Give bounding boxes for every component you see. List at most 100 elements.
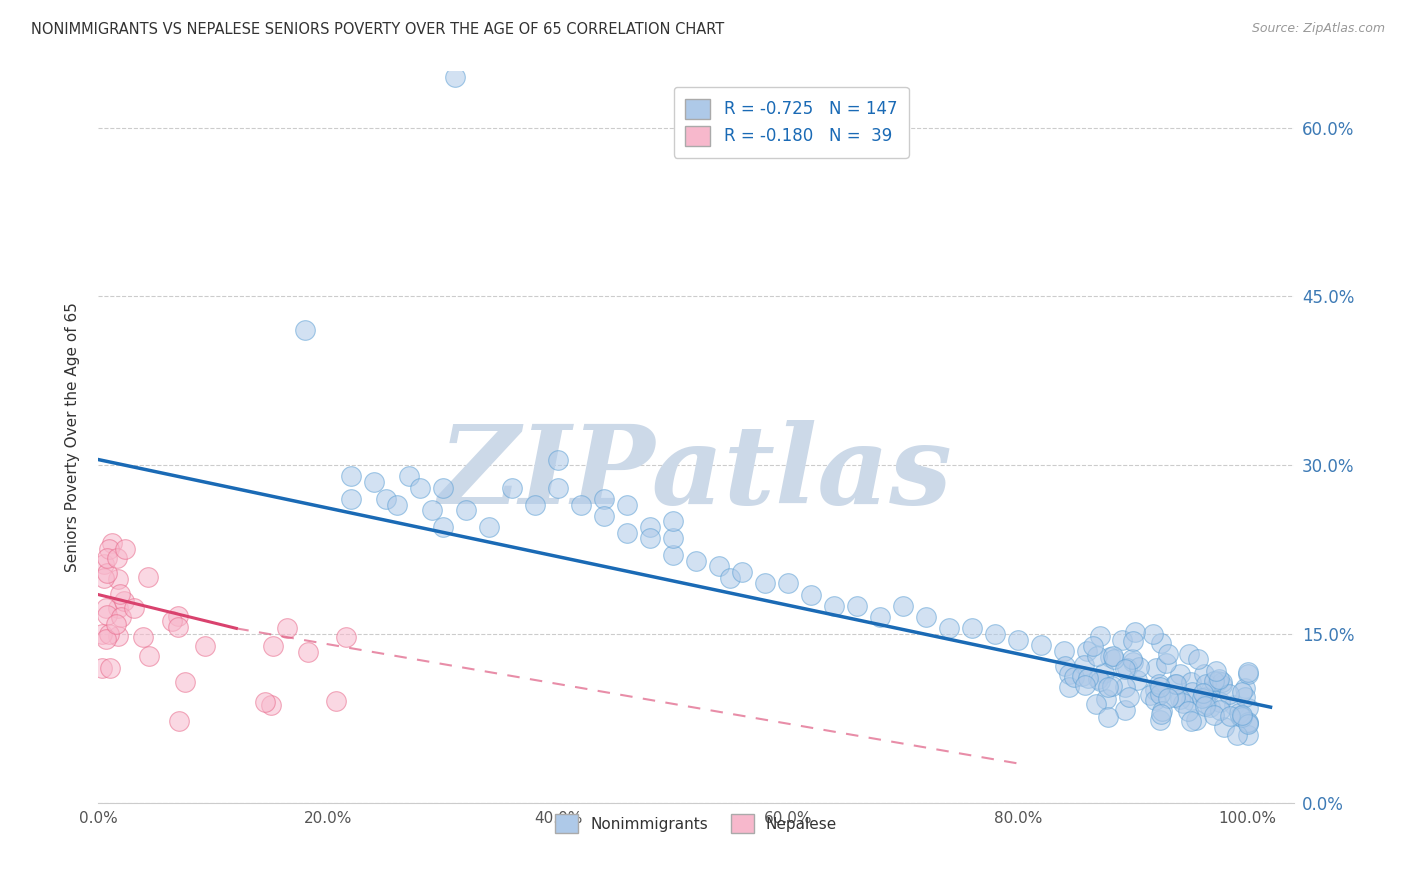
- Point: [122, 601, 145, 615]
- Point: [1121, 652, 1143, 666]
- Point: [97, 627, 120, 641]
- Point: [1236, 714, 1258, 729]
- Point: [100, 536, 122, 550]
- Point: [1126, 673, 1149, 688]
- Point: [1081, 640, 1104, 654]
- Point: [1211, 675, 1233, 690]
- Point: [616, 525, 638, 540]
- Point: [1219, 709, 1241, 723]
- Point: [1150, 636, 1173, 650]
- Point: [132, 631, 155, 645]
- Point: [1206, 673, 1229, 688]
- Point: [1185, 713, 1208, 727]
- Point: [1149, 680, 1171, 694]
- Point: [294, 323, 316, 337]
- Point: [1194, 698, 1216, 713]
- Point: [1149, 714, 1171, 728]
- Point: [1102, 649, 1125, 664]
- Point: [616, 498, 638, 512]
- Point: [105, 551, 128, 566]
- Point: [1192, 667, 1215, 681]
- Point: [1163, 676, 1185, 690]
- Point: [1234, 690, 1257, 704]
- Point: [720, 571, 742, 585]
- Point: [1098, 649, 1121, 664]
- Point: [398, 469, 420, 483]
- Point: [1232, 710, 1254, 724]
- Point: [93, 557, 115, 571]
- Point: [260, 698, 283, 712]
- Point: [1090, 673, 1112, 688]
- Point: [1229, 708, 1251, 723]
- Point: [1156, 647, 1178, 661]
- Point: [984, 627, 1007, 641]
- Point: [1236, 701, 1258, 715]
- Point: [409, 481, 432, 495]
- Point: [253, 695, 276, 709]
- Point: [98, 661, 121, 675]
- Point: [1180, 714, 1202, 728]
- Point: [1152, 704, 1174, 718]
- Point: [112, 594, 135, 608]
- Point: [1057, 680, 1080, 694]
- Point: [1209, 703, 1232, 717]
- Text: NONIMMIGRANTS VS NEPALESE SENIORS POVERTY OVER THE AGE OF 65 CORRELATION CHART: NONIMMIGRANTS VS NEPALESE SENIORS POVERT…: [31, 22, 724, 37]
- Point: [96, 608, 118, 623]
- Point: [136, 570, 159, 584]
- Point: [1199, 683, 1222, 698]
- Point: [524, 498, 547, 512]
- Point: [662, 515, 685, 529]
- Point: [1111, 632, 1133, 647]
- Point: [1076, 644, 1098, 658]
- Point: [340, 469, 363, 483]
- Point: [1144, 661, 1167, 675]
- Point: [1085, 648, 1108, 663]
- Point: [1156, 657, 1178, 671]
- Point: [478, 520, 501, 534]
- Point: [1095, 692, 1118, 706]
- Point: [97, 541, 120, 556]
- Point: [325, 694, 347, 708]
- Point: [938, 621, 960, 635]
- Point: [432, 520, 454, 534]
- Point: [374, 491, 396, 506]
- Point: [638, 520, 661, 534]
- Point: [107, 572, 129, 586]
- Point: [1053, 644, 1076, 658]
- Point: [166, 609, 188, 624]
- Point: [1202, 673, 1225, 688]
- Point: [90, 661, 112, 675]
- Point: [94, 600, 117, 615]
- Point: [456, 503, 478, 517]
- Point: [569, 498, 592, 512]
- Point: [1230, 685, 1253, 699]
- Point: [93, 571, 115, 585]
- Point: [1168, 666, 1191, 681]
- Point: [107, 629, 129, 643]
- Point: [1157, 690, 1180, 705]
- Point: [1177, 705, 1199, 719]
- Point: [1180, 675, 1202, 690]
- Point: [276, 621, 298, 635]
- Point: [1139, 688, 1161, 702]
- Point: [1122, 655, 1144, 669]
- Point: [845, 599, 868, 613]
- Point: [1144, 682, 1167, 697]
- Point: [891, 599, 914, 613]
- Point: [662, 548, 685, 562]
- Point: [1114, 662, 1136, 676]
- Point: [1128, 659, 1150, 673]
- Point: [1097, 680, 1119, 694]
- Point: [104, 617, 127, 632]
- Point: [1150, 706, 1173, 721]
- Point: [1192, 686, 1215, 700]
- Legend: Nonimmigrants, Nepalese: Nonimmigrants, Nepalese: [548, 808, 844, 839]
- Y-axis label: Seniors Poverty Over the Age of 65: Seniors Poverty Over the Age of 65: [65, 302, 80, 572]
- Point: [1211, 678, 1233, 692]
- Point: [1073, 658, 1095, 673]
- Point: [685, 554, 707, 568]
- Point: [501, 481, 523, 495]
- Point: [1209, 695, 1232, 709]
- Point: [90, 627, 112, 641]
- Point: [335, 630, 357, 644]
